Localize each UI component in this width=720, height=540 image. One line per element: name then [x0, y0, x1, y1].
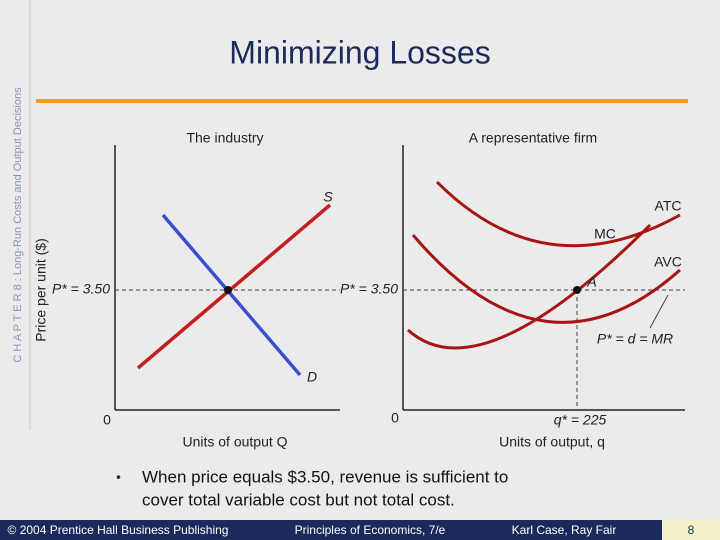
x-axis-label: Units of output, q: [499, 434, 605, 450]
x-axis-label: Units of output Q: [182, 434, 287, 450]
quantity-label: q* = 225: [554, 412, 607, 428]
footer-text: Principles of Economics, 7/e: [295, 523, 446, 537]
curve-label: D: [307, 369, 317, 385]
equilibrium-point: [224, 286, 232, 294]
point-label: A: [586, 274, 596, 290]
avc-curve: [411, 234, 681, 324]
atc-curve: [435, 180, 681, 248]
curve-label: AVC: [654, 254, 682, 270]
bullet-line: cover total variable cost but not total …: [142, 490, 455, 509]
panel-title: A representative firm: [469, 130, 597, 146]
curve-label: MC: [594, 226, 616, 242]
footer-text: © 2004 Prentice Hall Business Publishing: [8, 523, 229, 537]
supply-curve: [136, 203, 332, 370]
title: Minimizing Losses: [229, 34, 490, 70]
footer-bar: [0, 520, 720, 540]
bullet-marker: •: [116, 469, 121, 485]
mr-label: P* = d = MR: [597, 331, 673, 347]
panel-title: The industry: [186, 130, 263, 146]
price-label: P* = 3.50: [340, 281, 398, 297]
mc-curve: [406, 223, 652, 350]
page-number: 8: [688, 523, 695, 537]
page-box: [662, 520, 720, 540]
footer-text: Karl Case, Ray Fair: [512, 523, 617, 537]
origin-label: 0: [103, 412, 111, 428]
pointer: [649, 294, 669, 329]
sidebar-text: C H A P T E R 8 : Long-Run Costs and Out…: [12, 87, 24, 363]
price-label: P* = 3.50: [52, 281, 110, 297]
curve-label: ATC: [655, 198, 682, 214]
origin-label: 0: [391, 410, 399, 426]
demand-curve: [161, 213, 302, 377]
y-axis-label: Price per unit ($): [33, 238, 49, 341]
curve-label: S: [323, 189, 333, 205]
point-a: [573, 286, 581, 294]
bullet-line: When price equals $3.50, revenue is suff…: [142, 467, 508, 486]
